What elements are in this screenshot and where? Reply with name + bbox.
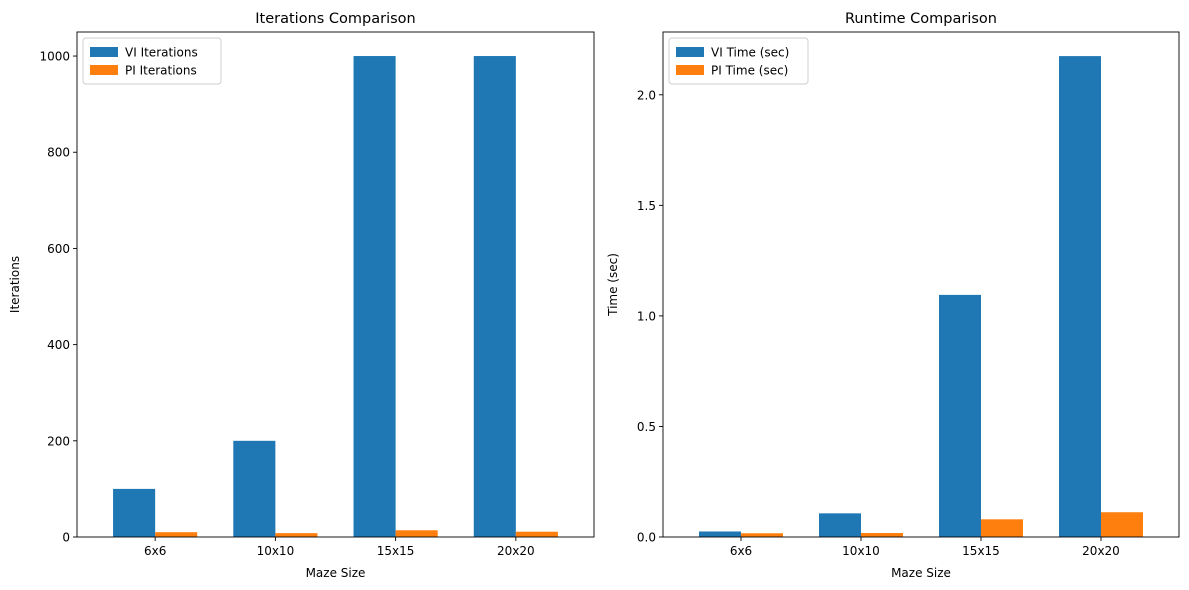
x-tick-label: 10x10 <box>257 544 295 558</box>
y-tick-label: 600 <box>47 242 70 256</box>
y-tick-label: 1.0 <box>637 309 656 323</box>
x-tick-label: 6x6 <box>144 544 166 558</box>
x-tick-label: 20x20 <box>497 544 535 558</box>
x-tick-label: 15x15 <box>962 544 1000 558</box>
y-tick-label: 0.5 <box>637 420 656 434</box>
y-tick-label: 200 <box>47 434 70 448</box>
y-tick-label: 1.5 <box>637 199 656 213</box>
bar-vi-20x20 <box>473 56 516 538</box>
bar-vi-6x6 <box>113 488 156 537</box>
y-tick-label: 0 <box>62 531 70 545</box>
y-tick-label: 2.0 <box>637 88 656 102</box>
x-tick-label: 10x10 <box>842 544 880 558</box>
bar-pi-20x20 <box>1101 512 1143 537</box>
runtime-chart: 0.0 0.5 1.0 1.5 2.0 6x6 10x10 15x15 20x20 Runtime… <box>606 11 1180 580</box>
bar-pi-15x15 <box>395 530 438 537</box>
y-axis-label: Time (sec) <box>606 253 620 317</box>
legend-entry: PI Time (sec) <box>711 64 788 78</box>
legend-swatch <box>90 65 118 75</box>
y-axis-label: Iterations <box>8 256 22 313</box>
bar-pi-6x6 <box>741 533 783 537</box>
bar-pi-10x10 <box>275 533 318 537</box>
chart-title: Runtime Comparison <box>845 11 997 27</box>
axes-frame <box>76 31 595 538</box>
axes-frame <box>662 31 1180 538</box>
bar-pi-20x20 <box>515 531 558 537</box>
bar-pi-10x10 <box>861 533 903 537</box>
chart-title: Iterations Comparison <box>255 11 415 27</box>
bar-pi-6x6 <box>155 532 198 537</box>
iterations-chart: 0 200 400 600 800 1000 6x6 10x10 15x15 20x20 Itera… <box>8 11 595 580</box>
y-tick-label: 800 <box>47 146 70 160</box>
y-tick-label: 400 <box>47 338 70 352</box>
x-tick-label: 20x20 <box>1082 544 1120 558</box>
legend: VI Iterations PI Iterations <box>82 37 222 85</box>
y-tick-label: 0.0 <box>637 531 656 545</box>
x-tick-label: 6x6 <box>730 544 752 558</box>
legend-entry: VI Time (sec) <box>711 46 789 60</box>
bar-vi-15x15 <box>939 294 981 537</box>
legend-swatch <box>676 65 704 75</box>
y-tick-label: 1000 <box>39 50 70 64</box>
bar-vi-6x6 <box>699 531 741 537</box>
x-axis-label: Maze Size <box>306 566 366 580</box>
bar-vi-10x10 <box>233 440 276 537</box>
bar-vi-20x20 <box>1059 56 1101 538</box>
legend-swatch <box>676 47 704 57</box>
legend-entry: VI Iterations <box>125 46 198 60</box>
x-tick-label: 15x15 <box>377 544 415 558</box>
legend-entry: PI Iterations <box>125 64 197 78</box>
bar-pi-15x15 <box>981 519 1023 537</box>
bar-vi-10x10 <box>819 513 861 537</box>
legend-swatch <box>90 47 118 57</box>
x-axis-label: Maze Size <box>891 566 951 580</box>
bar-vi-15x15 <box>353 56 396 538</box>
legend: VI Time (sec) PI Time (sec) <box>668 37 809 85</box>
